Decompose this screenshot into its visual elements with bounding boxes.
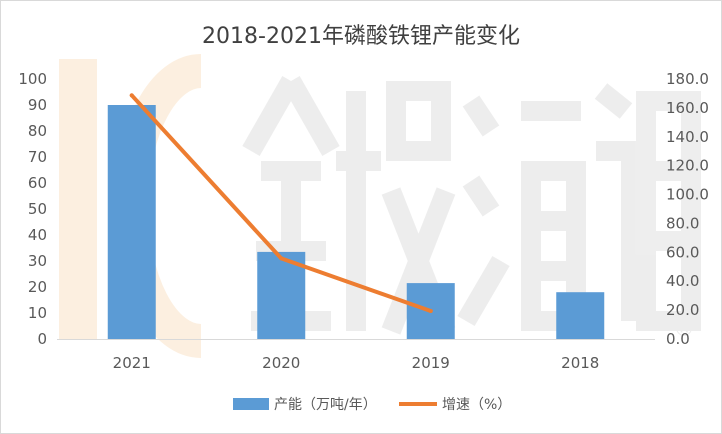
left-axis-tick: 0 [37, 330, 47, 348]
category-label: 2021 [113, 354, 151, 372]
right-axis-tick: 60.0 [666, 243, 699, 261]
left-axis-tick: 10 [28, 304, 47, 322]
right-axis-tick: 160.0 [666, 99, 709, 117]
line-series [129, 93, 433, 313]
right-axis-tick: 140.0 [666, 128, 709, 146]
right-axis-tick: 0.0 [666, 330, 690, 348]
bar-series [107, 105, 605, 339]
right-axis-tick: 180.0 [666, 70, 709, 88]
left-axis: 0 10 20 30 40 50 60 70 80 90 100 [18, 70, 47, 348]
category-label: 2018 [561, 354, 599, 372]
left-axis-tick: 40 [28, 226, 47, 244]
bar-2021 [107, 105, 156, 339]
right-axis-tick: 20.0 [666, 301, 699, 319]
legend-label-line: 增速（%） [442, 397, 511, 413]
bar-2018 [556, 292, 605, 339]
category-label: 2019 [412, 354, 450, 372]
chart-title: 2018-2021年磷酸铁锂产能变化 [202, 24, 520, 49]
left-axis-tick: 60 [28, 174, 47, 192]
svg-text:®: ® [673, 317, 695, 342]
right-axis-tick: 80.0 [666, 214, 699, 232]
category-axis: 2021 2020 2019 2018 [113, 354, 600, 372]
line-point-2019 [428, 308, 433, 313]
right-axis-tick: 120.0 [666, 157, 709, 175]
left-axis-tick: 30 [28, 252, 47, 270]
left-axis-tick: 70 [28, 148, 47, 166]
left-axis-tick: 80 [28, 122, 47, 140]
left-axis-tick: 20 [28, 278, 47, 296]
left-axis-tick: 90 [28, 96, 47, 114]
line-point-2020 [279, 256, 284, 261]
legend-swatch-bar [233, 398, 269, 410]
left-axis-tick: 50 [28, 200, 47, 218]
right-axis-tick: 40.0 [666, 272, 699, 290]
category-label: 2020 [262, 354, 300, 372]
legend-label-bar: 产能（万吨/年） [274, 397, 377, 413]
bar-2020 [257, 251, 306, 339]
left-axis-tick: 100 [18, 70, 47, 88]
watermark: ® [59, 54, 701, 358]
right-axis-tick: 100.0 [666, 186, 709, 204]
line-point-2021 [129, 93, 134, 98]
right-axis: 0.0 20.0 40.0 60.0 80.0 100.0 120.0 140.0 160.0 1… [666, 70, 709, 348]
legend: 产能（万吨/年） 增速（%） [233, 397, 511, 413]
